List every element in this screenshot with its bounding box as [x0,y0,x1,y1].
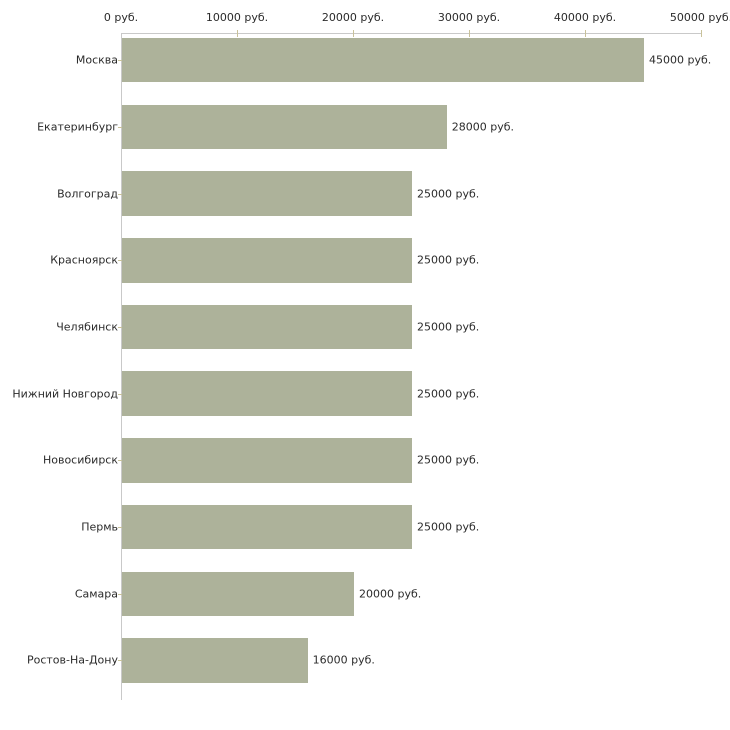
y-axis-tick-mark [118,260,122,262]
x-axis-tick-mark [353,30,354,37]
x-axis-tick-label: 40000 руб. [553,11,617,24]
bar-4 [122,238,412,283]
bar-8 [122,504,412,550]
value-label: 25000 руб. [417,387,480,401]
value-label: 25000 руб. [417,187,480,201]
category-label: Челябинск [56,320,118,334]
x-axis-tick-mark [469,30,470,37]
category-label: Ростов-На-Дону [26,653,118,667]
y-axis-tick-mark [118,193,122,195]
bar-2 [122,104,447,150]
bar-3 [122,171,412,216]
bar-6 [122,371,412,416]
y-axis-tick-mark [118,460,122,462]
y-axis-line [121,33,122,700]
x-axis-tick-label: 0 руб. [103,11,139,24]
x-axis-tick-label: 50000 руб. [669,11,730,24]
category-label: Москва [75,53,118,67]
category-label: Екатеринбург [37,120,118,134]
x-axis-tick-mark [701,30,702,37]
y-axis-tick-mark [118,593,122,595]
category-label: Волгоград [57,187,118,201]
y-axis-tick-mark [118,326,122,328]
bar-1 [122,37,644,83]
category-label: Самара [74,587,118,601]
x-axis-tick-mark [237,30,238,37]
value-label: 25000 руб. [417,320,480,334]
y-axis-tick-mark [118,527,122,529]
x-axis-tick-label: 30000 руб. [437,11,501,24]
y-axis-tick-mark [118,393,122,395]
y-axis-tick-mark [118,126,122,128]
bar-5 [122,304,412,350]
value-label: 45000 руб. [649,53,712,67]
value-label: 28000 руб. [451,120,515,134]
value-label: 20000 руб. [359,587,422,601]
category-label: Нижний Новгород [12,387,118,401]
y-axis-tick-mark [118,60,122,62]
bar-7 [122,438,412,483]
category-label: Красноярск [50,253,118,267]
x-axis-tick-mark [585,30,586,37]
value-label: 25000 руб. [417,520,480,534]
y-axis-tick-mark [118,660,122,662]
x-axis-line [121,33,701,34]
bar-10 [122,638,308,683]
value-label: 16000 руб. [312,653,375,667]
category-label: Новосибирск [42,453,118,467]
value-label: 25000 руб. [417,453,480,467]
x-axis-tick-label: 10000 руб. [205,11,269,24]
category-label: Пермь [81,520,118,534]
x-axis-tick-label: 20000 руб. [321,11,385,24]
bar-9 [122,571,354,616]
value-label: 25000 руб. [417,253,480,267]
